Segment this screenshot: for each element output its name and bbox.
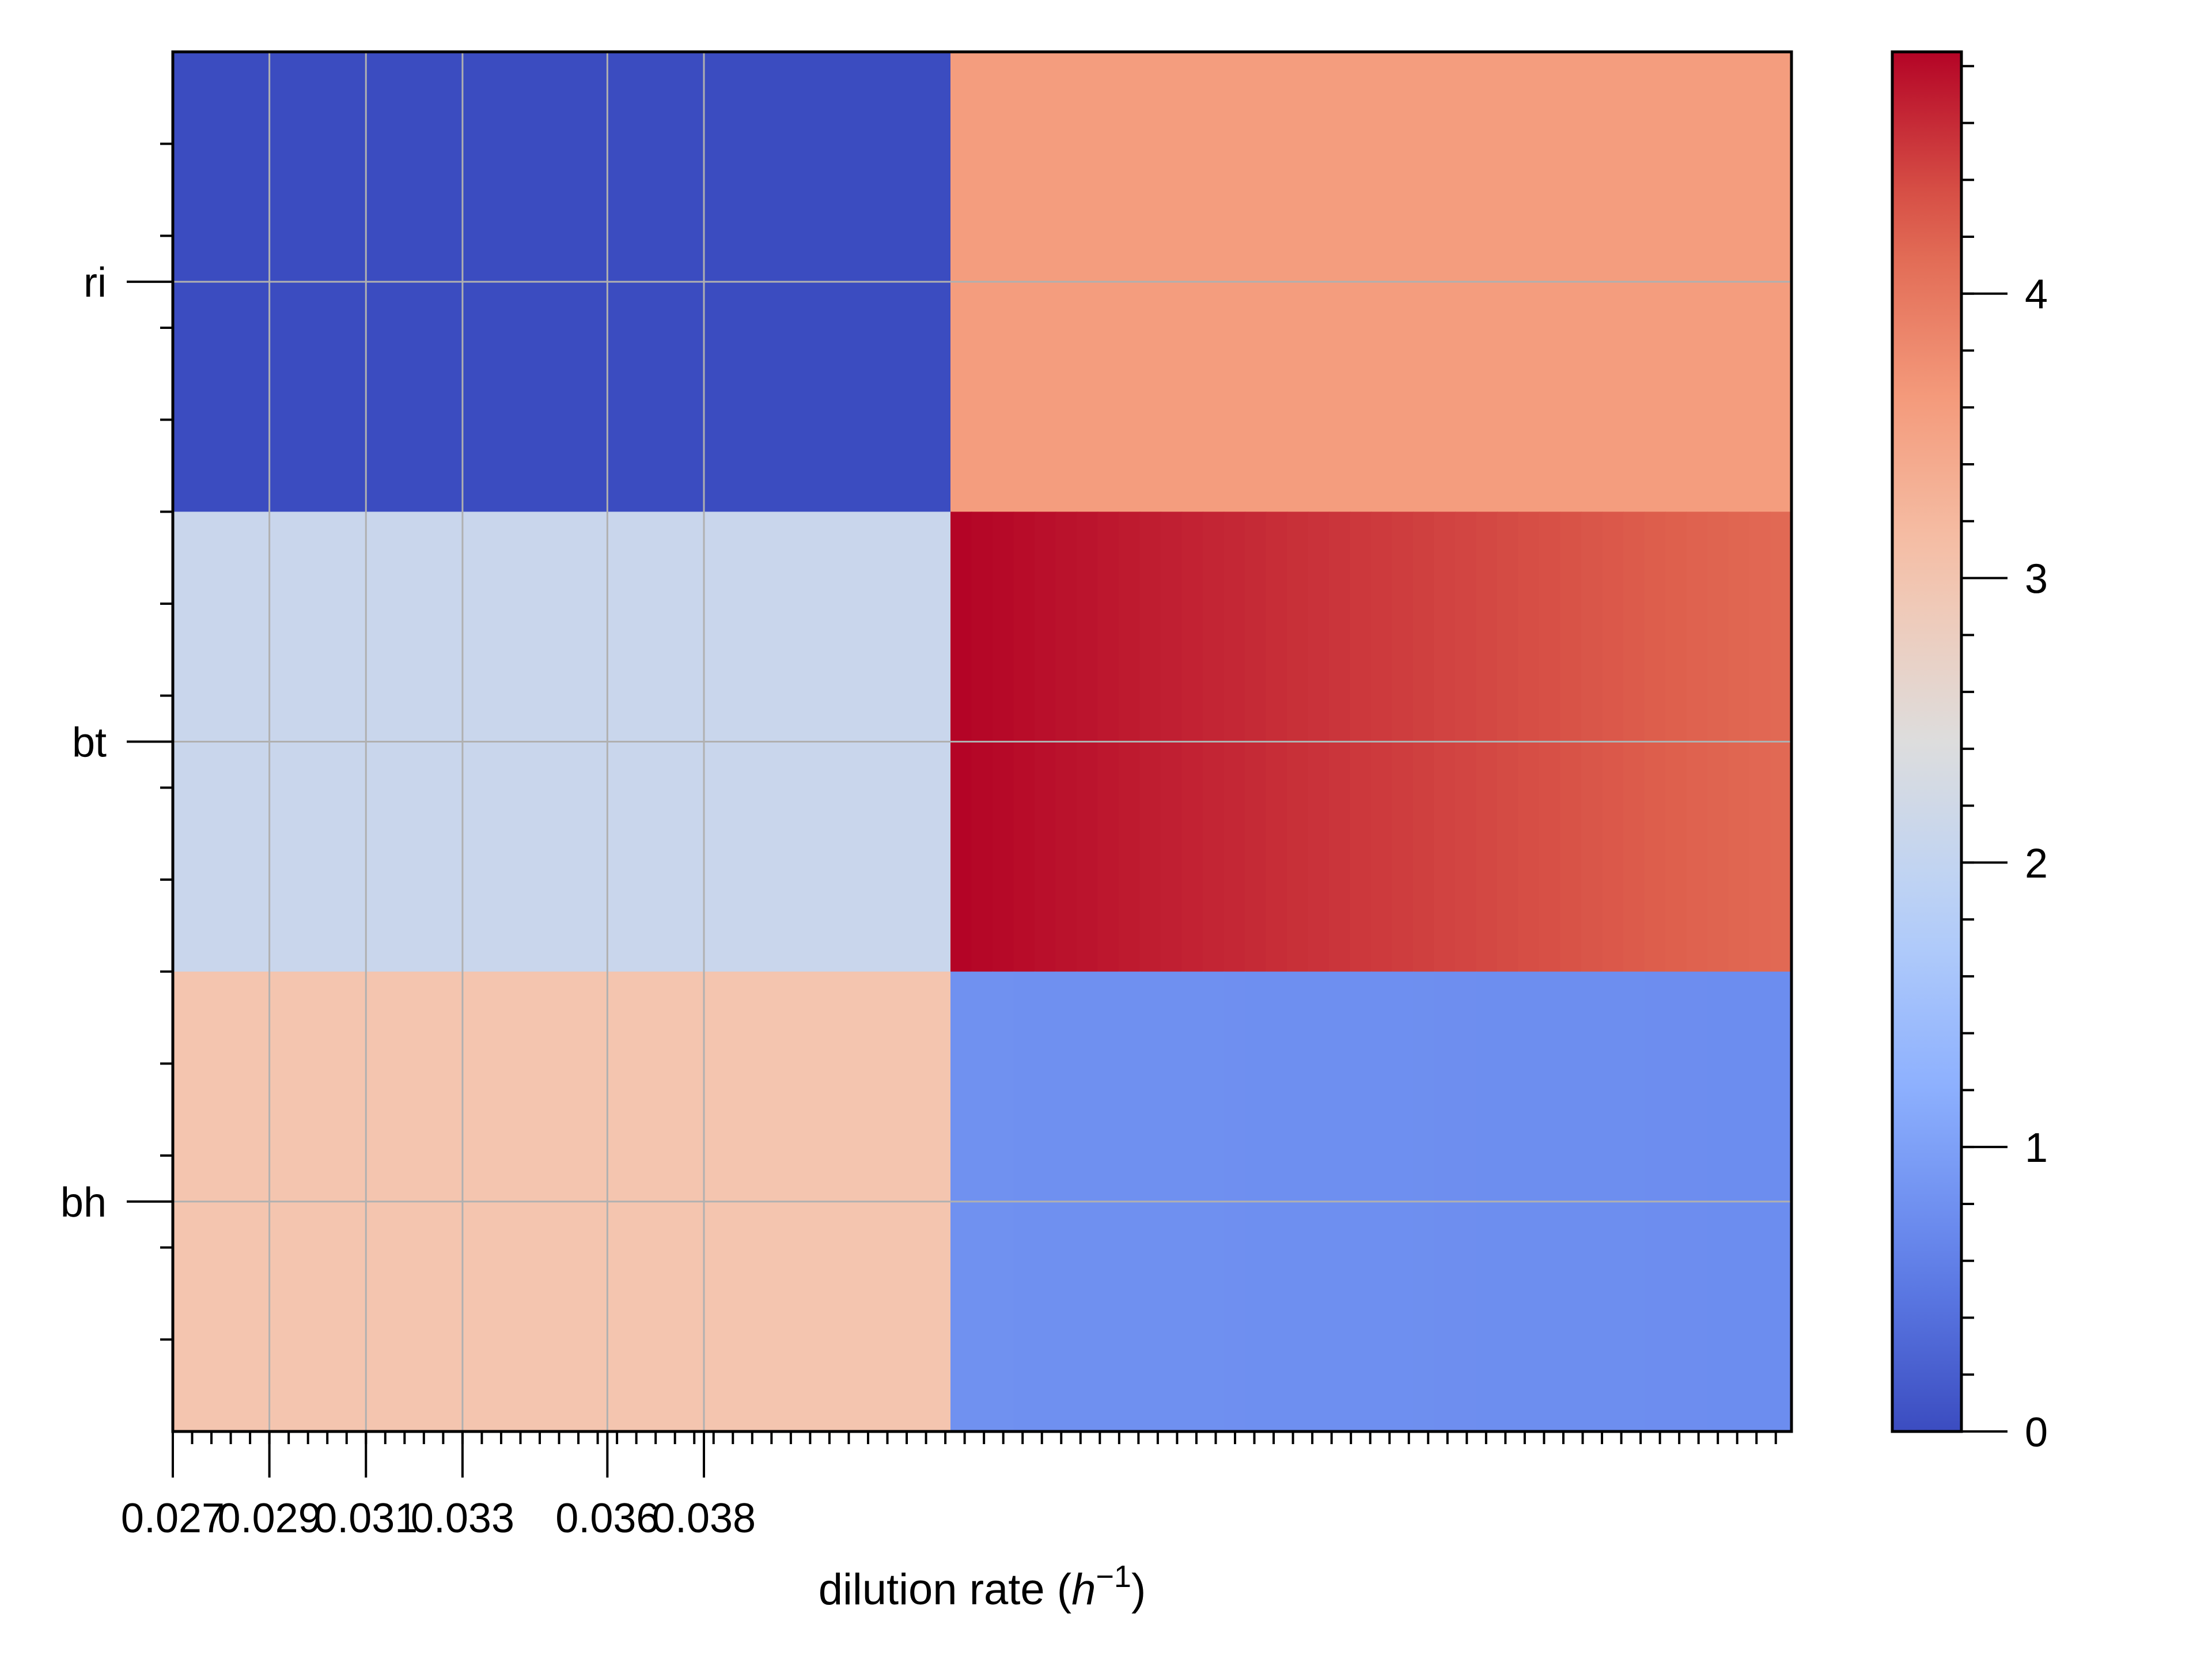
x-tick-label: 0.029: [218, 1495, 321, 1541]
colorbar-tick-label: 1: [2025, 1125, 2048, 1171]
y-tick-label: bt: [72, 720, 107, 766]
x-tick-label: 0.036: [555, 1495, 659, 1541]
x-tick-label: 0.033: [411, 1495, 514, 1541]
y-tick-label: ri: [84, 260, 107, 306]
colorbar: [1891, 50, 1963, 1433]
x-tick-label: 0.031: [314, 1495, 418, 1541]
x-tick-label: 0.027: [121, 1495, 225, 1541]
x-axis-title: dilution rate (h−1): [819, 1559, 1146, 1614]
y-tick-label: bh: [60, 1180, 107, 1226]
colorbar-tick-label: 2: [2025, 840, 2048, 887]
colorbar-tick-label: 0: [2025, 1410, 2048, 1456]
y-axis-ticks: ri bt bh: [60, 142, 173, 1341]
grid-lines: [173, 52, 1791, 1431]
colorbar-tick-label: 3: [2025, 556, 2048, 603]
colorbar-tick-label: 4: [2025, 272, 2048, 318]
x-tick-label: 0.038: [652, 1495, 756, 1541]
colorbar-ticks: 0 1 2 3 4: [1961, 65, 2048, 1456]
